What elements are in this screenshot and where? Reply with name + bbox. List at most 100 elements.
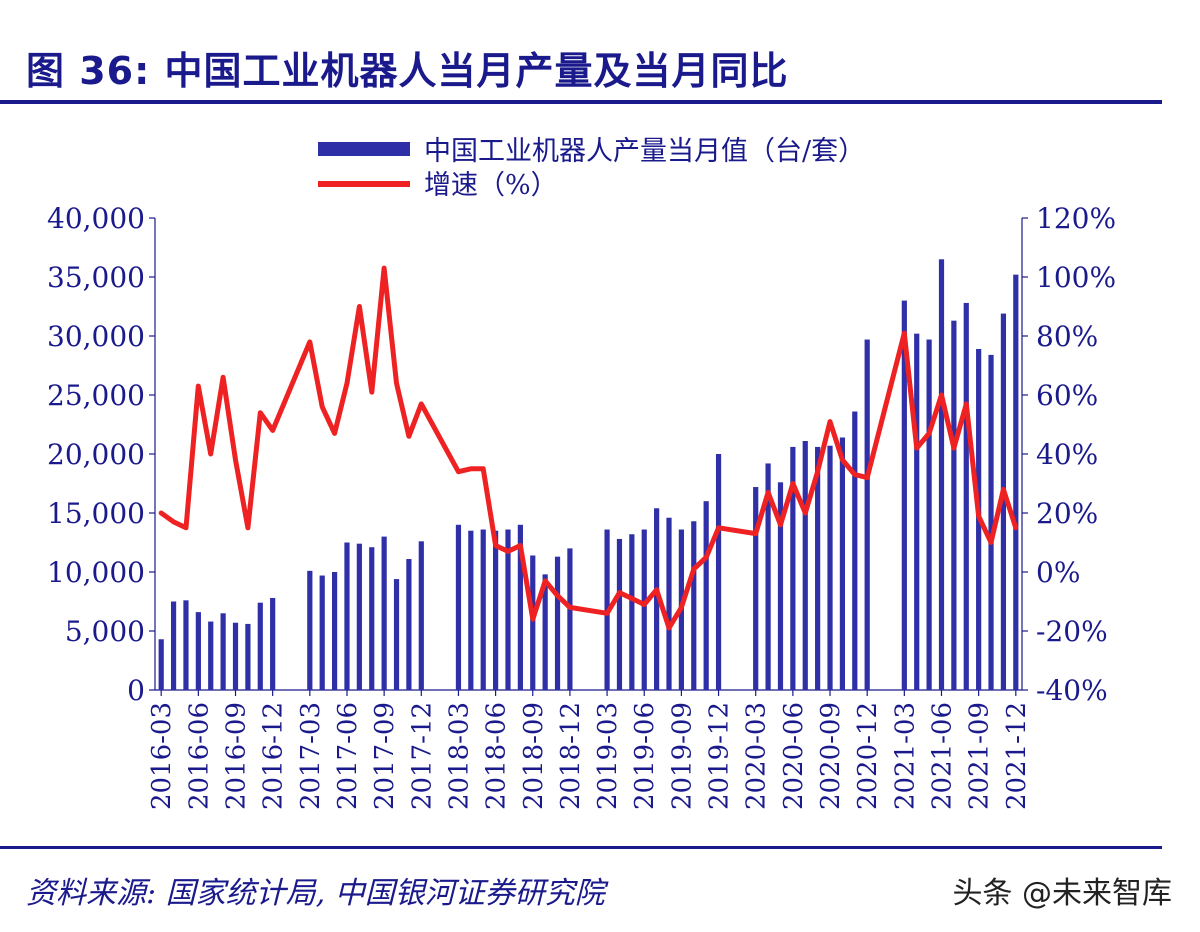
bar xyxy=(839,437,846,690)
bar xyxy=(183,600,189,690)
bar xyxy=(418,541,424,690)
x-tick-label: 2016-12 xyxy=(259,702,289,810)
bar xyxy=(170,601,177,690)
right-tick-label: -40% xyxy=(1036,674,1108,707)
figure-title: 图 36: 中国工业机器人当月产量及当月同比 xyxy=(26,49,789,93)
bar xyxy=(864,339,870,690)
bar xyxy=(1013,274,1019,690)
right-tick-label: -20% xyxy=(1036,615,1108,648)
bar xyxy=(951,320,957,690)
bar xyxy=(257,602,263,690)
bar xyxy=(715,454,722,690)
x-tick-label: 2021-06 xyxy=(927,702,957,810)
left-tick-label: 20,000 xyxy=(47,438,145,471)
bar xyxy=(790,446,796,690)
legend-bar-swatch xyxy=(318,142,410,156)
bar xyxy=(703,501,709,690)
bar xyxy=(641,529,647,690)
bar xyxy=(914,333,920,690)
bar xyxy=(517,524,523,690)
bar xyxy=(567,548,573,690)
x-tick-label: 2020-06 xyxy=(779,702,809,810)
axes: 0 5,000 10,000 15,000 20,000 25,000 30,000 35,0… xyxy=(47,202,1116,707)
x-tick-label: 2018-09 xyxy=(519,702,549,810)
bar xyxy=(455,524,462,690)
top-rule xyxy=(0,100,1162,104)
bar xyxy=(542,574,548,690)
x-tick-label: 2018-06 xyxy=(482,702,512,810)
legend-line-label: 增速（%） xyxy=(424,170,558,201)
left-tick-label: 25,000 xyxy=(47,379,145,412)
x-tick-label: 2020-09 xyxy=(816,702,846,810)
x-tick-label: 2020-03 xyxy=(742,702,772,810)
x-tick-label: 2021-12 xyxy=(1002,702,1032,810)
bar xyxy=(369,547,375,690)
x-tick-label: 2019-12 xyxy=(705,702,735,810)
bar xyxy=(765,463,771,690)
right-tick-label: 60% xyxy=(1036,379,1098,412)
x-tick-label: 2016-09 xyxy=(222,702,252,810)
bar xyxy=(307,570,313,690)
watermark: 头条 @未来智库 xyxy=(952,876,1172,911)
bar xyxy=(616,538,623,690)
bar xyxy=(158,639,164,690)
x-tick-label: 2018-03 xyxy=(444,702,474,810)
bar xyxy=(1000,313,1007,690)
bar xyxy=(815,446,821,690)
bar xyxy=(926,339,932,690)
bar xyxy=(319,575,325,690)
bar xyxy=(901,300,907,690)
right-tick-label: 120% xyxy=(1036,202,1116,235)
left-tick-label: 35,000 xyxy=(47,261,145,294)
bar xyxy=(468,530,474,690)
growth-line-segment xyxy=(158,265,1019,631)
x-tick-label: 2021-09 xyxy=(965,702,995,810)
bar xyxy=(777,482,784,690)
left-tick-label: 0 xyxy=(127,674,145,707)
x-tick-label: 2020-12 xyxy=(853,702,883,810)
bar xyxy=(629,534,635,690)
right-tick-label: 0% xyxy=(1036,556,1080,589)
bar xyxy=(381,536,387,690)
legend: 中国工业机器人产量当月值（台/套） 增速（%） xyxy=(318,136,865,201)
bar xyxy=(938,259,945,690)
x-axis-labels: 2016-03 2016-06 2016-09 2016-12 2017-03 2017-… xyxy=(147,690,1032,810)
bar xyxy=(666,517,672,690)
bar xyxy=(852,411,858,690)
left-tick-label: 30,000 xyxy=(47,320,145,353)
line-series xyxy=(158,265,1019,631)
bar xyxy=(827,445,833,690)
right-tick-label: 100% xyxy=(1036,261,1116,294)
bar xyxy=(232,622,239,690)
x-tick-label: 2016-03 xyxy=(147,702,177,810)
bar xyxy=(406,559,412,690)
bar xyxy=(493,530,499,690)
x-tick-label: 2021-03 xyxy=(890,702,920,810)
left-tick-label: 5,000 xyxy=(65,615,145,648)
bar xyxy=(963,302,969,690)
bar xyxy=(654,508,660,690)
x-tick-label: 2017-03 xyxy=(296,702,326,810)
left-tick-label: 10,000 xyxy=(47,556,145,589)
right-tick-label: 20% xyxy=(1036,497,1098,530)
bar xyxy=(245,623,251,690)
bar xyxy=(753,487,759,690)
bar xyxy=(530,555,536,690)
bar xyxy=(344,542,350,690)
bottom-rule xyxy=(0,846,1162,849)
bar xyxy=(691,521,697,690)
bar xyxy=(393,579,400,690)
bar xyxy=(480,529,486,690)
source-note: 资料来源: 国家统计局, 中国银河证券研究院 xyxy=(26,876,605,911)
x-tick-label: 2017-06 xyxy=(333,702,363,810)
bar xyxy=(505,529,511,690)
bar xyxy=(802,441,808,690)
bar xyxy=(220,613,226,690)
bar-series xyxy=(158,259,1019,690)
bar xyxy=(331,572,338,690)
bar xyxy=(356,543,362,690)
x-tick-label: 2019-06 xyxy=(630,702,660,810)
bar xyxy=(988,354,994,690)
left-tick-label: 15,000 xyxy=(47,497,145,530)
